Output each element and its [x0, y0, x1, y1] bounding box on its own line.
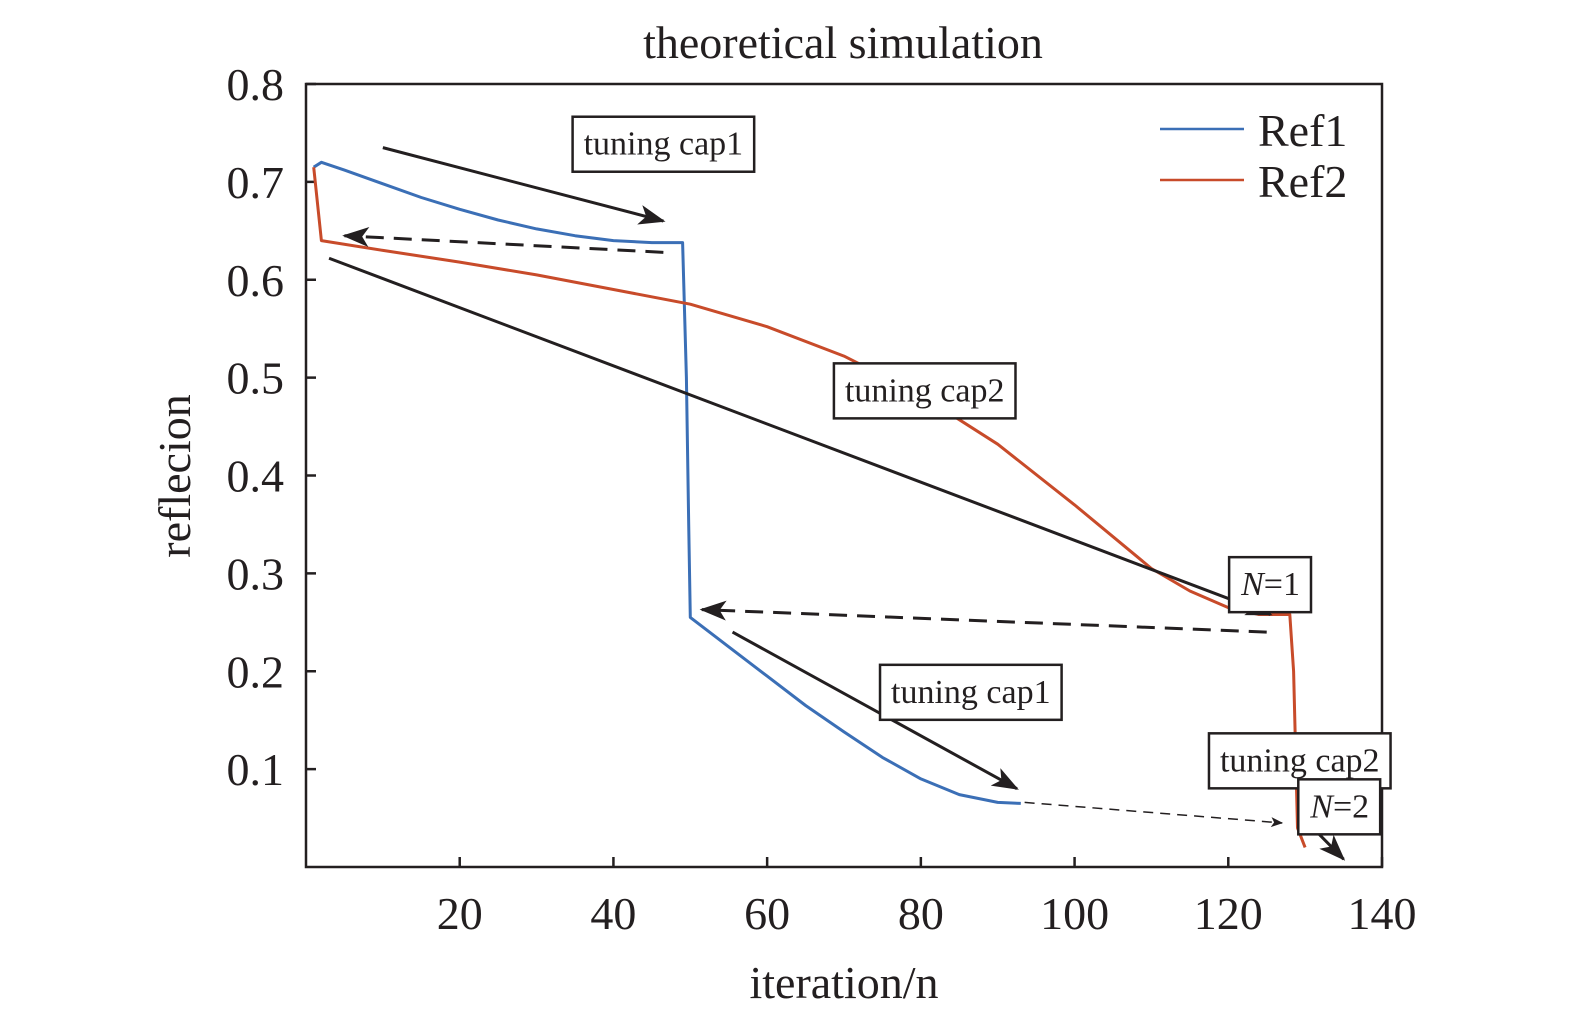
- x-axis-title: iteration/n: [749, 957, 938, 1008]
- annotation-text: N=2: [1309, 788, 1369, 825]
- annotation-box: [832, 362, 1017, 420]
- chart-title: theoretical simulation: [643, 17, 1043, 68]
- x-tick-label: 100: [1040, 888, 1109, 939]
- series-line-ref1: [312, 160, 1021, 805]
- legend-label-ref2: Ref2: [1258, 156, 1347, 207]
- annotation-box: [1297, 778, 1382, 836]
- y-axis-title: reflecion: [149, 394, 200, 557]
- y-tick-label: 0.8: [227, 59, 285, 110]
- annotation-label: tuning cap1: [878, 663, 1063, 722]
- series-layer: [312, 160, 1307, 848]
- annotation-arrow: [699, 600, 1267, 634]
- axis-ticks: [306, 82, 1384, 867]
- annotation-arrow: [342, 226, 664, 254]
- annotation-arrow: [382, 146, 666, 225]
- x-tick-label: 40: [590, 888, 636, 939]
- x-tick-label: 80: [898, 888, 944, 939]
- annotation-box: [571, 115, 756, 173]
- annotation-text: N=1: [1240, 566, 1300, 603]
- annotation-box: [1227, 555, 1313, 614]
- annotation-arrow: [328, 256, 1273, 616]
- x-tick-label: 120: [1194, 888, 1263, 939]
- tick-labels: 20 40 60 80 100 120 140 0.1 0.2 0.3 0.4 0.5 0.6 0.7 0.…: [227, 59, 1417, 939]
- annotation-text: tuning cap2: [1220, 742, 1380, 779]
- annotation-label: N=1: [1227, 555, 1313, 614]
- annotation-layer: tuning cap1 tuning cap2 tuning cap1 tuning …: [328, 115, 1392, 861]
- y-tick-label: 0.4: [227, 451, 285, 502]
- y-tick-label: 0.6: [227, 255, 285, 306]
- annotation-box: [878, 663, 1063, 722]
- annotation-arrow: [731, 630, 1019, 791]
- annotation-label: tuning cap2: [832, 362, 1017, 420]
- annotation-text: tuning cap1: [891, 674, 1051, 711]
- annotation-arrow: [1024, 801, 1284, 828]
- legend-label-ref1: Ref1: [1258, 105, 1347, 156]
- x-tick-label: 20: [437, 888, 483, 939]
- annotation-label: N=2: [1297, 778, 1382, 836]
- y-tick-label: 0.3: [227, 548, 285, 599]
- y-tick-label: 0.2: [227, 646, 285, 697]
- legend: Ref1 Ref2: [1160, 105, 1347, 207]
- annotation-text: tuning cap1: [584, 126, 744, 163]
- x-tick-label: 140: [1348, 888, 1417, 939]
- series-line-ref2: [312, 167, 1307, 848]
- y-tick-label: 0.1: [227, 744, 285, 795]
- x-tick-label: 60: [744, 888, 790, 939]
- annotation-text: tuning cap2: [845, 372, 1005, 409]
- annotation-label: tuning cap1: [571, 115, 756, 173]
- y-tick-label: 0.7: [227, 157, 285, 208]
- y-tick-label: 0.5: [227, 353, 285, 404]
